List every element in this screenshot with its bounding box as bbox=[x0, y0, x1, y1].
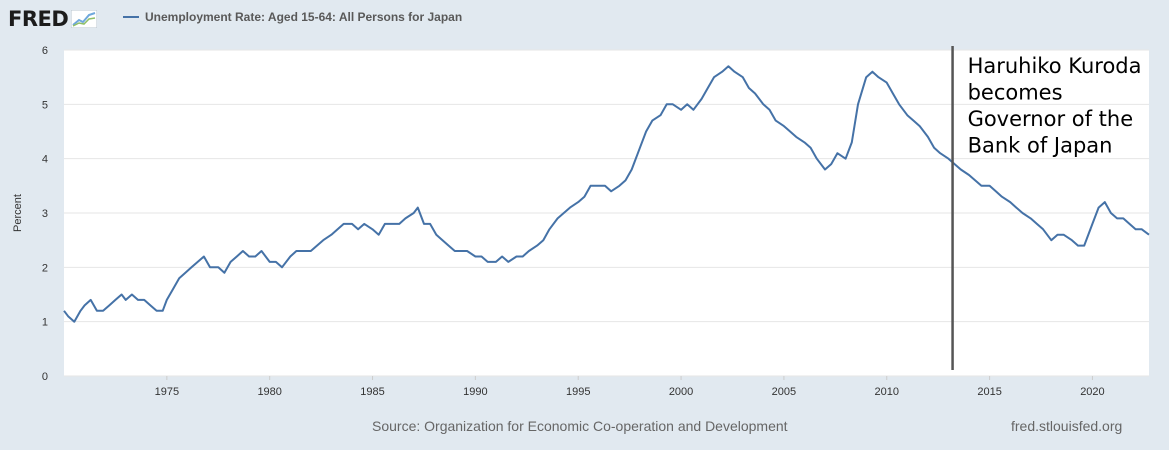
chart-legend[interactable]: Unemployment Rate: Aged 15-64: All Perso… bbox=[123, 10, 462, 24]
x-tick-label: 1985 bbox=[360, 386, 384, 398]
x-tick-label: 1990 bbox=[463, 386, 487, 398]
y-axis-label: Percent bbox=[12, 194, 24, 232]
y-tick-label: 5 bbox=[42, 99, 48, 111]
y-tick-label: 4 bbox=[42, 154, 48, 166]
y-tick-label: 0 bbox=[42, 371, 48, 383]
x-tick-label: 1975 bbox=[155, 386, 179, 398]
y-tick-label: 3 bbox=[42, 208, 48, 220]
x-tick-label: 1995 bbox=[566, 386, 590, 398]
fred-logo[interactable]: FRED bbox=[8, 5, 98, 33]
legend-swatch bbox=[123, 16, 139, 18]
x-tick-label: 2015 bbox=[977, 386, 1001, 398]
y-tick-label: 1 bbox=[42, 317, 48, 329]
series-line bbox=[63, 65, 1150, 323]
line-graph-icon bbox=[71, 10, 98, 28]
x-tick-label: 2020 bbox=[1080, 386, 1104, 398]
x-tick-label: 2005 bbox=[772, 386, 796, 398]
x-tick-label: 1980 bbox=[257, 386, 281, 398]
y-tick-label: 2 bbox=[42, 262, 48, 274]
source-note: Source: Organization for Economic Co-ope… bbox=[372, 418, 788, 434]
fred-logo-text: FRED bbox=[8, 7, 69, 31]
legend-label: Unemployment Rate: Aged 15-64: All Perso… bbox=[145, 10, 463, 24]
y-tick-label: 6 bbox=[42, 45, 48, 57]
x-tick-label: 2000 bbox=[669, 386, 693, 398]
x-tick-label: 2010 bbox=[875, 386, 899, 398]
annotation-text: Haruhiko Kuroda becomes Governor of the Ban… bbox=[968, 54, 1142, 158]
site-url[interactable]: fred.stlouisfed.org bbox=[1011, 418, 1123, 434]
